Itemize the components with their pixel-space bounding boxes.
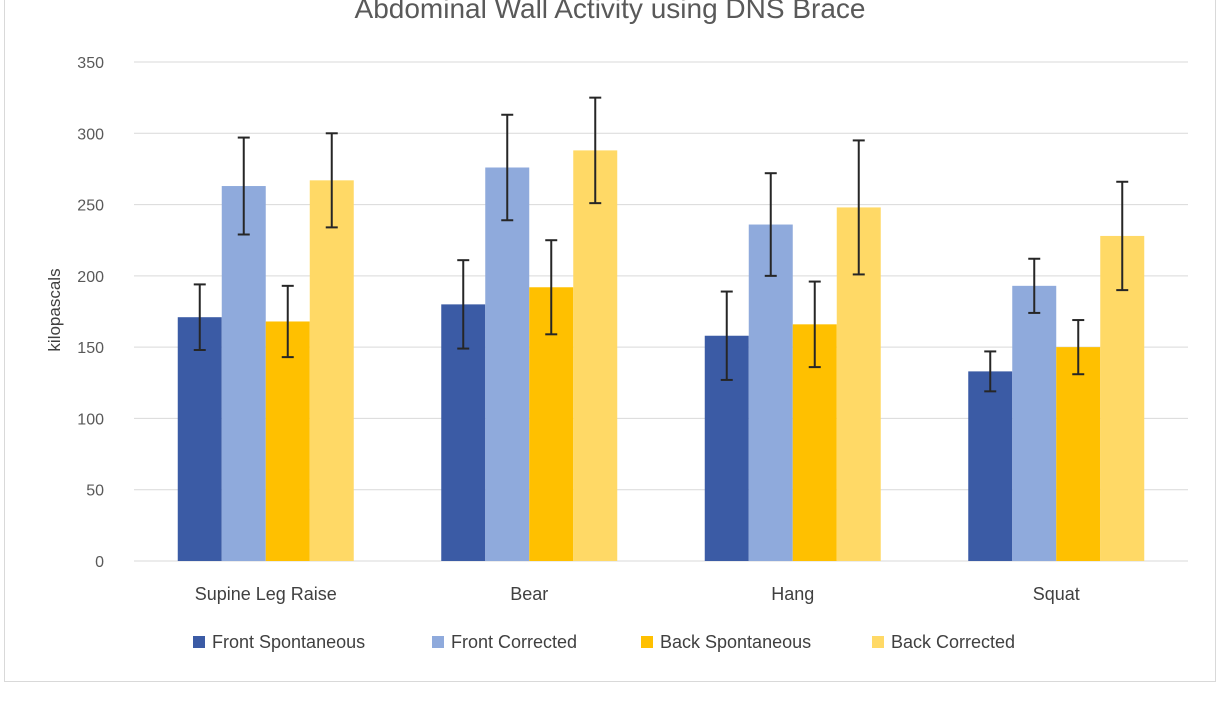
y-tick-label: 200 bbox=[77, 269, 104, 286]
legend-swatch bbox=[641, 636, 653, 648]
y-tick-label: 300 bbox=[77, 126, 104, 143]
legend-swatch bbox=[432, 636, 444, 648]
y-axis-ticks: 0 50 100 150 200 250 300 350 bbox=[77, 55, 104, 571]
y-tick-label: 250 bbox=[77, 198, 104, 215]
y-tick-label: 0 bbox=[95, 554, 104, 571]
bars bbox=[177, 150, 1145, 562]
x-category-label: Supine Leg Raise bbox=[195, 584, 337, 604]
bar-front-spontaneous bbox=[177, 317, 222, 561]
legend-swatch bbox=[872, 636, 884, 648]
bar-back-corrected bbox=[309, 180, 354, 561]
legend: Front Spontaneous Front Corrected Back Spo… bbox=[193, 632, 1015, 652]
bar-front-corrected bbox=[485, 167, 530, 561]
bar-front-corrected bbox=[1012, 285, 1057, 561]
y-axis-label: kilopascals bbox=[45, 268, 64, 351]
legend-label: Front Spontaneous bbox=[212, 632, 365, 652]
y-tick-label: 50 bbox=[86, 483, 104, 500]
bar-back-corrected bbox=[573, 150, 618, 561]
bar-back-spontaneous bbox=[1056, 347, 1101, 561]
legend-label: Back Corrected bbox=[891, 632, 1015, 652]
x-category-label: Bear bbox=[510, 584, 548, 604]
y-tick-label: 350 bbox=[77, 55, 104, 72]
error-bars bbox=[193, 96, 1129, 393]
legend-label: Front Corrected bbox=[451, 632, 577, 652]
x-category-label: Hang bbox=[771, 584, 814, 604]
bar-front-corrected bbox=[221, 186, 266, 561]
chart-title: Abdominal Wall Activity using DNS Brace bbox=[355, 0, 866, 24]
legend-label: Back Spontaneous bbox=[660, 632, 811, 652]
x-category-label: Squat bbox=[1033, 584, 1080, 604]
y-tick-label: 150 bbox=[77, 340, 104, 357]
bar-front-spontaneous bbox=[968, 371, 1013, 561]
bar-front-corrected bbox=[748, 224, 793, 561]
legend-swatch bbox=[193, 636, 205, 648]
y-tick-label: 100 bbox=[77, 411, 104, 428]
x-axis-categories: Supine Leg Raise Bear Hang Squat bbox=[195, 584, 1080, 604]
bar-back-spontaneous bbox=[265, 321, 310, 561]
